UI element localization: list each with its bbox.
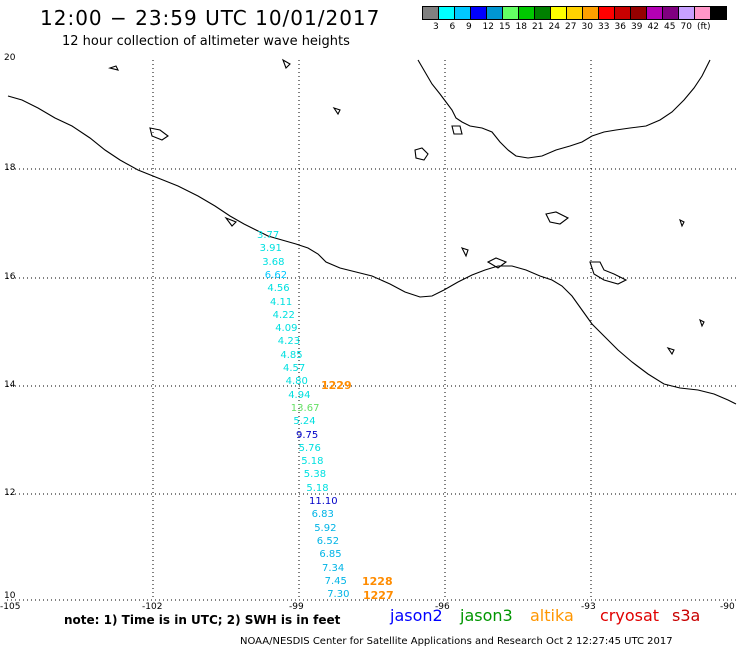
lat-label-14: 14 xyxy=(4,380,16,390)
lon-label-90: -90 xyxy=(720,602,735,612)
lat-label-16: 16 xyxy=(4,272,16,282)
lat-label-10: 10 xyxy=(4,591,16,601)
map-title: 12:00 − 23:59 UTC 10/01/2017 xyxy=(40,6,381,30)
scale-label: 3 xyxy=(433,22,439,32)
swh-value: 7.34 xyxy=(322,562,345,574)
swh-value: 7.45 xyxy=(324,575,347,587)
swh-value: 4.56 xyxy=(267,283,290,295)
scale-label: 70 xyxy=(680,22,692,32)
color-scale xyxy=(422,6,727,20)
swh-value: 4.85 xyxy=(280,349,303,361)
legend-cryosat: cryosat xyxy=(600,606,660,625)
lat-label-12: 12 xyxy=(4,488,16,498)
legend-jason3: jason3 xyxy=(460,606,513,625)
swh-value: 5.76 xyxy=(298,442,321,454)
gulf-coastline xyxy=(417,59,711,159)
time-label-1228: 1228 xyxy=(362,575,393,588)
lat-label-20: 20 xyxy=(4,53,16,63)
swh-value: 4.23 xyxy=(277,336,301,348)
swh-value: 6.83 xyxy=(311,509,334,521)
scale-label: 42 xyxy=(647,22,659,32)
swh-value: 4.11 xyxy=(270,296,293,308)
swh-value: 6.62 xyxy=(264,269,288,281)
graticule xyxy=(7,60,737,601)
scale-label: 18 xyxy=(515,22,527,32)
swh-value: 4.80 xyxy=(285,376,308,388)
swh-value: 11.10 xyxy=(309,496,338,507)
scale-label: 24 xyxy=(548,22,560,32)
map-subtitle: 12 hour collection of altimeter wave hei… xyxy=(62,34,350,49)
scale-label: 6 xyxy=(449,22,456,32)
scale-label: 12 xyxy=(482,22,494,32)
footnote: note: 1) Time is in UTC; 2) SWH is in fe… xyxy=(64,613,341,627)
swh-value: 6.85 xyxy=(319,549,342,561)
scale-label: 39 xyxy=(631,22,643,32)
scale-label: 9 xyxy=(466,22,472,32)
lat-label-18: 18 xyxy=(4,163,16,173)
credit-line: NOAA/NESDIS Center for Satellite Applica… xyxy=(240,636,673,647)
scale-label: (ft) xyxy=(697,22,711,32)
scale-label: 30 xyxy=(581,22,593,32)
swh-value: 5.18 xyxy=(306,482,329,494)
scale-label: 27 xyxy=(565,22,577,32)
legend-s3a: s3a xyxy=(672,606,701,625)
scale-label: 15 xyxy=(499,22,511,32)
swh-value: 4.94 xyxy=(288,389,311,401)
legend-altika: altika xyxy=(530,606,574,625)
scale-label: 21 xyxy=(532,22,544,32)
color-scale-labels: 3 6 9 12 15 18 21 24 27 30 33 36 39 42 45 70 (ft) xyxy=(423,22,740,34)
lon-label-105: -105 xyxy=(0,602,21,612)
swh-value: 3.91 xyxy=(259,243,282,255)
swh-value: 4.57 xyxy=(283,363,306,374)
legend-jason2: jason2 xyxy=(390,606,443,625)
lon-label-102: -102 xyxy=(142,602,163,612)
scale-swatch xyxy=(710,6,727,20)
pacific-coastline xyxy=(7,95,737,405)
swh-value: 5.24 xyxy=(293,416,316,428)
scale-label: 33 xyxy=(598,22,610,32)
swh-value: 5.38 xyxy=(303,469,327,481)
swh-value: 13.67 xyxy=(290,402,320,414)
lon-label-99: -99 xyxy=(289,602,304,612)
swh-value: 9.75 xyxy=(296,429,319,441)
swh-value: 5.18 xyxy=(301,456,324,468)
scale-label: 36 xyxy=(614,22,626,32)
swh-value: 3.77 xyxy=(257,230,280,241)
swh-value: 3.68 xyxy=(262,256,285,268)
lon-label-93: -93 xyxy=(581,602,596,612)
scale-label: 45 xyxy=(664,22,676,32)
lon-label-96: -96 xyxy=(435,602,450,612)
swh-value: 6.52 xyxy=(316,535,340,547)
swh-value: 4.22 xyxy=(272,309,295,321)
swh-value: 5.92 xyxy=(314,522,337,534)
time-label-1229: 1229 xyxy=(321,379,352,392)
swh-value: 4.09 xyxy=(275,323,298,335)
time-label-1227: 1227 xyxy=(363,589,394,602)
swh-value: 7.30 xyxy=(327,589,350,601)
